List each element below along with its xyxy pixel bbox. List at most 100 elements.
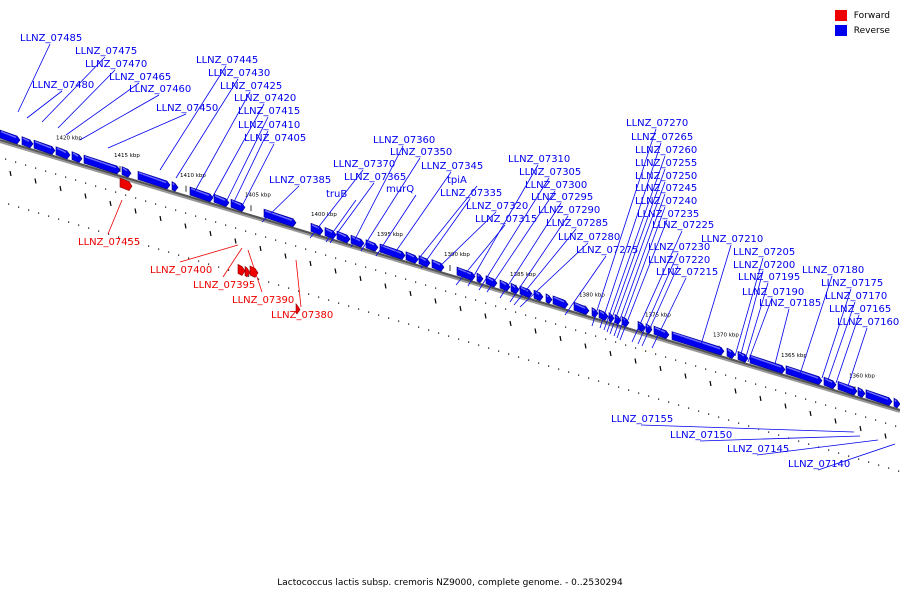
axis-tick	[459, 305, 462, 312]
gene-highlight	[457, 267, 472, 275]
axis-tick	[309, 260, 312, 267]
strand-dot	[98, 230, 100, 232]
axis-tick	[584, 343, 587, 349]
strand-dot	[535, 317, 537, 319]
reverse-gene-label: LLNZ_07405	[244, 133, 306, 144]
reverse-label-leader	[375, 194, 417, 257]
strand-dot	[408, 323, 410, 325]
scale-tick-label: 1390 kbp	[444, 252, 470, 258]
strand-dot	[405, 278, 407, 280]
gene-highlight	[214, 195, 226, 201]
strand-dot	[895, 425, 897, 427]
strand-dot	[368, 311, 370, 313]
axis-tick	[34, 178, 37, 184]
axis-tick	[59, 185, 62, 192]
strand-dot	[315, 251, 317, 253]
strand-dot	[798, 440, 800, 442]
forward-label-leader	[107, 199, 123, 235]
legend-item-forward: Forward	[834, 8, 890, 23]
reverse-label-leader	[734, 257, 764, 357]
reverse-label-leader	[57, 69, 116, 129]
axis-tick	[184, 223, 187, 229]
forward-swatch	[834, 10, 847, 21]
reverse-label-leader	[609, 181, 666, 335]
reverse-label-leader	[847, 327, 868, 387]
gene-highlight	[546, 294, 549, 298]
gene-highlight	[786, 366, 819, 379]
gene-highlight	[866, 390, 889, 400]
axis-tick	[9, 170, 12, 177]
axis-tick	[484, 313, 487, 319]
reverse-gene-label: LLNZ_07145	[727, 444, 789, 455]
reverse-label-leader	[467, 164, 539, 287]
reverse-gene-label: LLNZ_07210	[701, 234, 763, 245]
gene-highlight	[84, 156, 117, 169]
forward-gene-label: LLNZ_07390	[232, 295, 294, 306]
reverse-gene-label: LLNZ_07470	[85, 59, 147, 70]
strand-dot	[108, 233, 110, 235]
strand-dot	[498, 350, 500, 352]
strand-dot	[295, 245, 297, 247]
reverse-label-leader	[640, 424, 855, 433]
axis-tick	[809, 410, 812, 417]
strand-dot	[105, 188, 107, 190]
gene-highlight	[599, 310, 605, 315]
strand-dot	[208, 263, 210, 265]
axis-tick	[784, 403, 787, 409]
axis-tick	[759, 395, 762, 402]
reverse-label-leader	[420, 198, 471, 269]
reverse-gene-label: LLNZ_07450	[156, 103, 218, 114]
gene-highlight	[351, 236, 361, 242]
gene-highlight	[231, 200, 242, 206]
gene-highlight	[0, 130, 17, 139]
strand-dot	[85, 182, 87, 184]
reverse-label-leader	[613, 193, 666, 337]
reverse-label-leader	[239, 143, 275, 211]
strand-dot	[608, 383, 610, 385]
axis-tick	[259, 245, 262, 252]
strand-dot	[578, 374, 580, 376]
reverse-gene-label: LLNZ_07160	[837, 317, 899, 328]
reverse-gene-label: LLNZ_07430	[208, 68, 270, 79]
legend-item-reverse: Reverse	[834, 23, 890, 38]
reverse-label-leader	[360, 157, 421, 252]
strand-dot	[485, 302, 487, 304]
axis-tick	[434, 298, 437, 304]
strand-dot	[705, 368, 707, 370]
reverse-gene-label: LLNZ_07205	[733, 247, 795, 258]
strand-dot	[838, 452, 840, 454]
strand-dot	[375, 269, 377, 271]
strand-dot	[745, 380, 747, 382]
axis-tick	[109, 200, 112, 207]
scale-tick-label: 1400 kbp	[311, 212, 337, 218]
reverse-label-leader	[821, 288, 852, 379]
gene-highlight	[511, 284, 516, 288]
strand-dot	[148, 245, 150, 247]
strand-dot	[175, 209, 177, 211]
strand-dot	[805, 398, 807, 400]
reverse-gene-block	[893, 397, 900, 409]
reverse-gene-label: LLNZ_07215	[656, 267, 718, 278]
strand-dot	[135, 197, 137, 199]
reverse-gene-label: LLNZ_07165	[829, 304, 891, 315]
reverse-gene-label: LLNZ_07350	[390, 147, 452, 158]
strand-dot	[45, 170, 47, 172]
reverse-label-leader	[651, 277, 687, 349]
axis-tick	[684, 373, 687, 379]
strand-dot	[235, 227, 237, 229]
reverse-gene-label: LLNZ_07175	[821, 278, 883, 289]
strand-dot	[25, 164, 27, 166]
gene-highlight	[738, 352, 745, 357]
strand-dot	[765, 386, 767, 388]
strand-dot	[305, 248, 307, 250]
legend-label-reverse: Reverse	[853, 25, 890, 36]
strand-dot	[335, 257, 337, 259]
strand-dot	[195, 215, 197, 217]
strand-dot	[585, 332, 587, 334]
reverse-label-leader	[603, 155, 666, 331]
strand-dot	[715, 371, 717, 373]
axis-tick	[534, 328, 537, 334]
strand-dot	[518, 356, 520, 358]
reverse-gene-label: LLNZ_07200	[733, 260, 795, 271]
axis-tick	[609, 350, 612, 357]
